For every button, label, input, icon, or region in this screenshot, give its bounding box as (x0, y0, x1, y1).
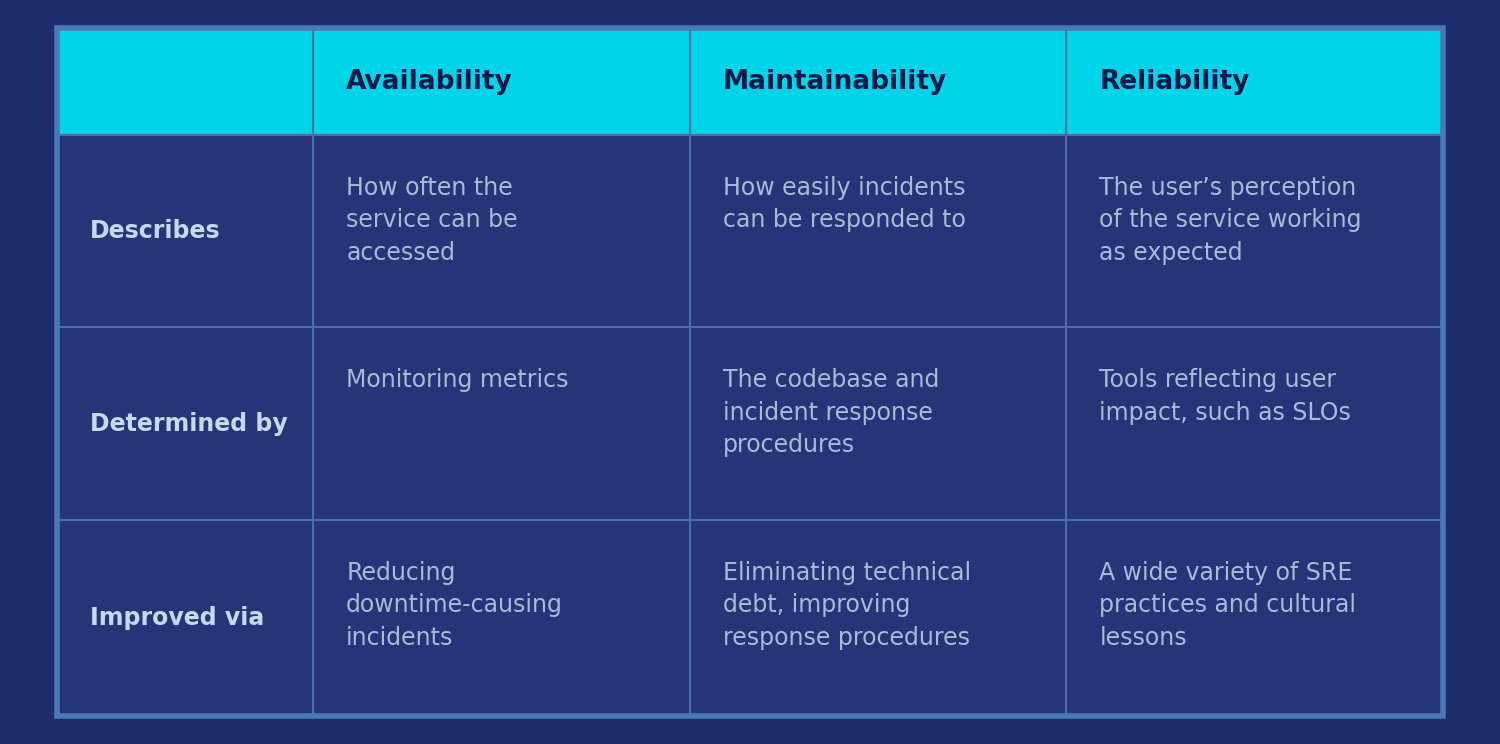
Text: Describes: Describes (90, 219, 220, 243)
Text: Improved via: Improved via (90, 606, 264, 629)
Text: The codebase and
incident response
procedures: The codebase and incident response proce… (723, 368, 939, 458)
Text: Maintainability: Maintainability (723, 68, 946, 94)
Text: Determined by: Determined by (90, 411, 288, 435)
Bar (57, 28, 1443, 135)
Bar (690, 327, 1066, 520)
Text: A wide variety of SRE
practices and cultural
lessons: A wide variety of SRE practices and cult… (1100, 561, 1356, 650)
Bar (690, 135, 1066, 327)
Bar (1066, 520, 1443, 716)
Text: Reducing
downtime-causing
incidents: Reducing downtime-causing incidents (346, 561, 562, 650)
Bar (314, 327, 690, 520)
Bar (57, 327, 314, 520)
Bar (1066, 327, 1443, 520)
Text: Monitoring metrics: Monitoring metrics (346, 368, 568, 392)
Text: Tools reflecting user
impact, such as SLOs: Tools reflecting user impact, such as SL… (1100, 368, 1352, 425)
Text: How often the
service can be
accessed: How often the service can be accessed (346, 176, 518, 265)
Bar (314, 135, 690, 327)
Bar (1066, 135, 1443, 327)
Bar (57, 520, 314, 716)
Bar (690, 520, 1066, 716)
Text: Reliability: Reliability (1100, 68, 1250, 94)
Text: Availability: Availability (346, 68, 513, 94)
Bar (57, 135, 314, 327)
Text: How easily incidents
can be responded to: How easily incidents can be responded to (723, 176, 966, 232)
Text: The user’s perception
of the service working
as expected: The user’s perception of the service wor… (1100, 176, 1362, 265)
Bar (314, 520, 690, 716)
Text: Eliminating technical
debt, improving
response procedures: Eliminating technical debt, improving re… (723, 561, 970, 650)
